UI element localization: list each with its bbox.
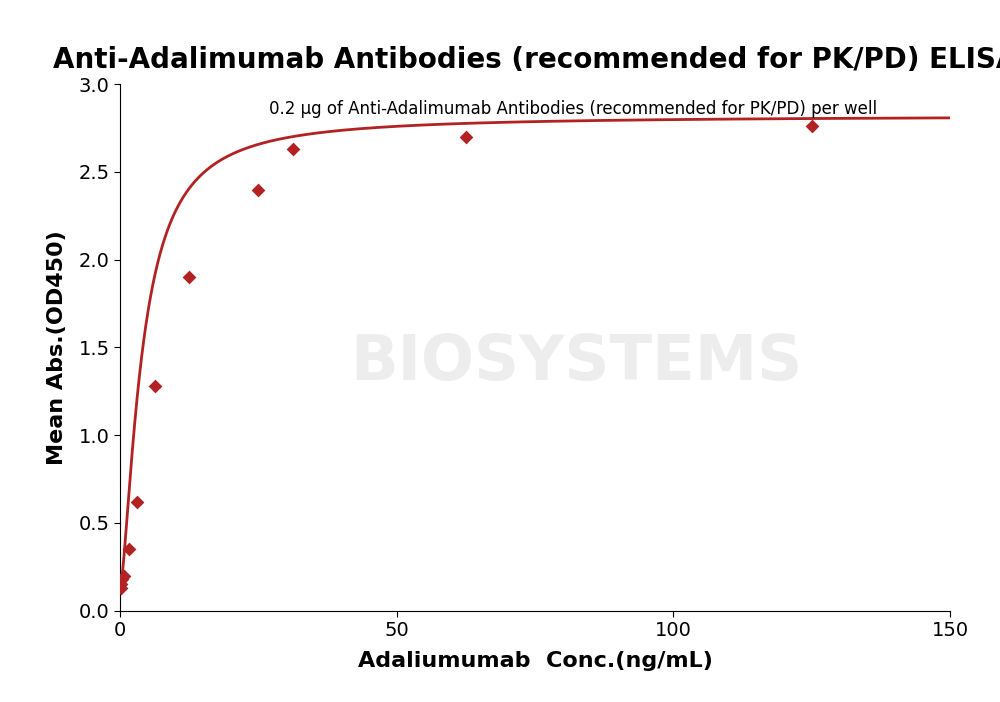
Point: [129, 496, 145, 508]
Y-axis label: Mean Abs.(OD450): Mean Abs.(OD450): [47, 230, 67, 465]
X-axis label: Adaliumumab  Conc.(ng/mL): Adaliumumab Conc.(ng/mL): [358, 651, 712, 671]
Point: [114, 574, 130, 585]
Text: BIOSYSTEMS: BIOSYSTEMS: [350, 333, 803, 393]
Point: [804, 121, 820, 132]
Point: [121, 543, 137, 555]
Point: [181, 272, 197, 283]
Point: [116, 570, 132, 581]
Title: Anti-Adalimumab Antibodies (recommended for PK/PD) ELISA: Anti-Adalimumab Antibodies (recommended …: [53, 46, 1000, 74]
Point: [113, 583, 129, 594]
Point: [250, 184, 266, 195]
Point: [147, 380, 163, 392]
Point: [113, 578, 129, 590]
Text: 0.2 μg of Anti-Adalimumab Antibodies (recommended for PK/PD) per well: 0.2 μg of Anti-Adalimumab Antibodies (re…: [269, 100, 878, 118]
Point: [285, 143, 301, 154]
Point: [458, 131, 474, 143]
